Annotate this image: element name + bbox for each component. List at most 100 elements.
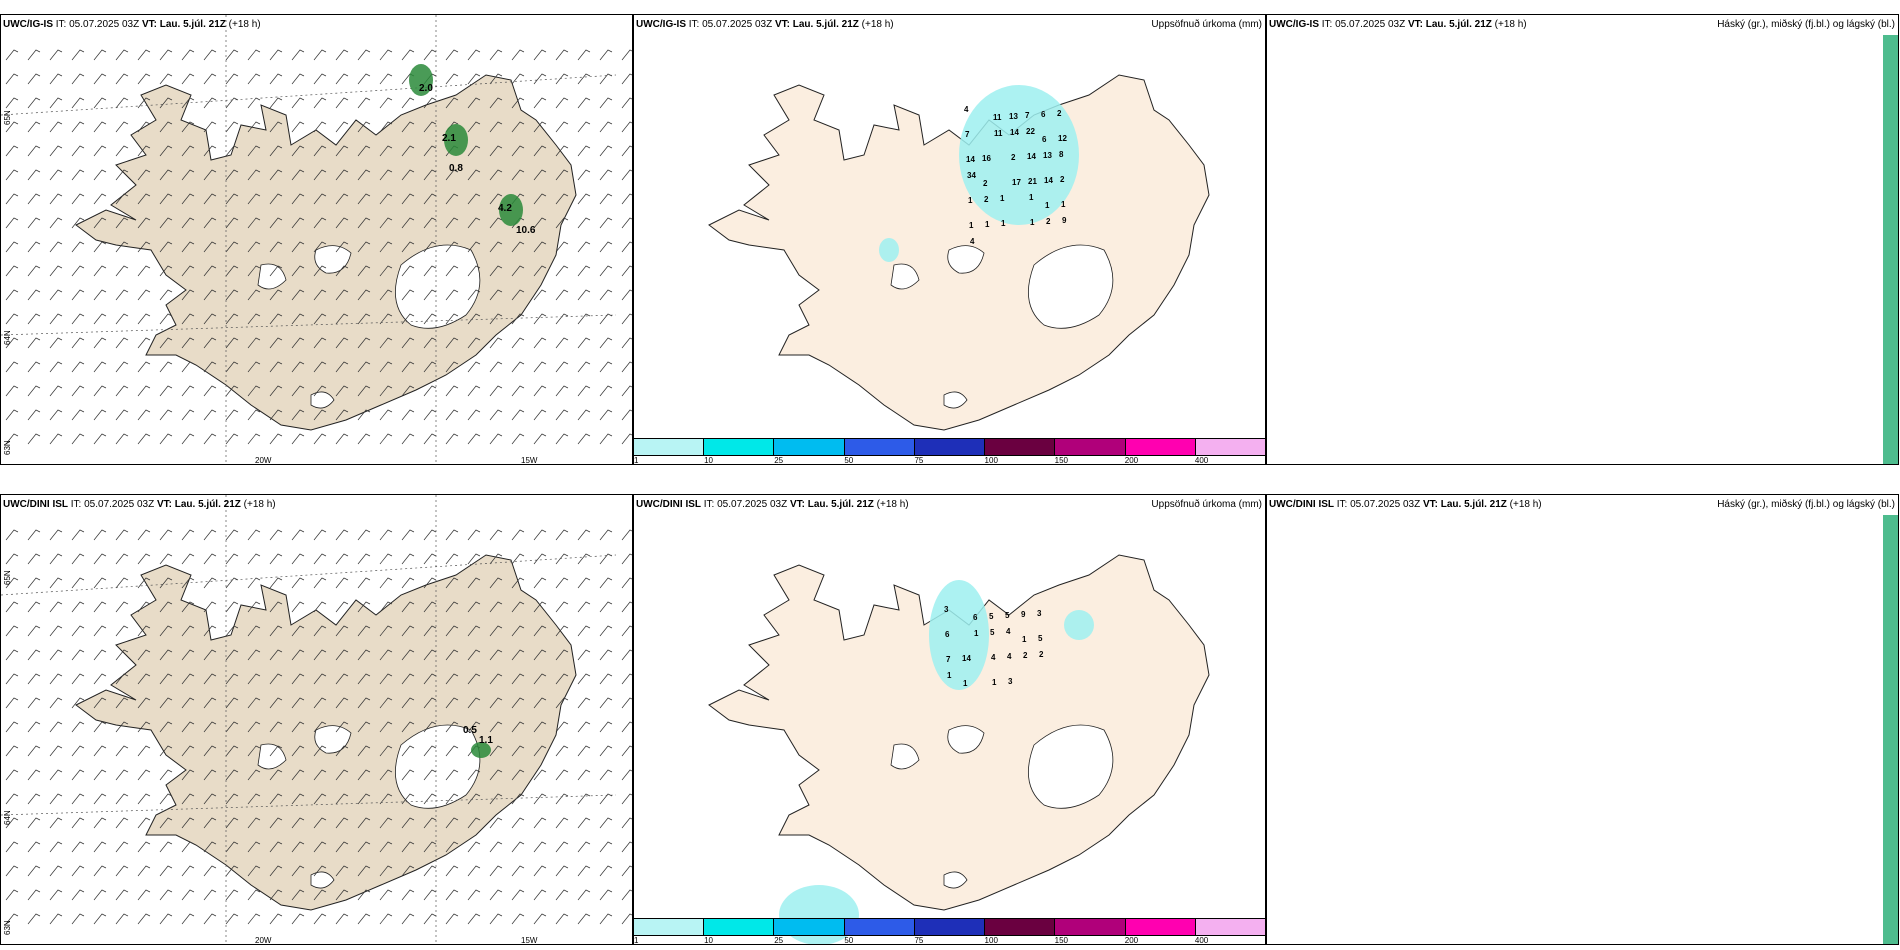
wind-barb [577,817,591,829]
wind-barb [247,241,261,253]
wind-barb [599,433,613,445]
wind-barb [93,529,107,541]
wind-barb [599,169,613,181]
wind-barb [313,841,327,853]
wind-barb [467,793,481,805]
wind-barb [467,241,481,253]
wind-barb [247,745,261,757]
wind-barb [225,793,239,805]
wind-barb [467,217,481,229]
precip-value-label: 1 [1000,194,1005,203]
wind-barb [577,697,591,709]
wind-barb [5,553,19,565]
wind-barb [203,721,217,733]
wind-barb [577,769,591,781]
wind-barb [621,289,632,301]
wind-barb [291,721,305,733]
wind-barb [467,697,481,709]
wind-barb [137,49,151,61]
wind-barb [379,625,393,637]
colorbar-swatch [985,919,1056,935]
colorbar-tick: 100 [984,936,998,945]
wind-barb [379,97,393,109]
colorbar-swatch [914,439,986,455]
wind-barb [5,313,19,325]
cloud-map [1267,495,1898,944]
colorbar-swatch [1055,439,1126,455]
wind-barb [27,97,41,109]
wind-barb [621,433,632,445]
wind-barb [313,361,327,373]
icecap [947,725,985,754]
wind-barb [489,817,503,829]
wind-barb [115,97,129,109]
wind-barb [115,361,129,373]
precip-value-label: 4 [1007,652,1012,661]
precip-value-label: 2 [1060,175,1065,184]
wind-barb [511,169,525,181]
wind-barb [269,529,283,541]
wind-barb [247,409,261,421]
wind-barb [379,841,393,853]
wind-barb [159,361,173,373]
wind-barb [49,793,63,805]
wind-barb [423,697,437,709]
wind-barb [203,553,217,565]
wind-barb [137,697,151,709]
wind-barb [5,601,19,613]
precip-value-label: 6 [945,630,950,639]
wind-barb [181,625,195,637]
wind-barb [291,145,305,157]
wind-barb [181,601,195,613]
wind-barb [599,217,613,229]
wind-barb [357,649,371,661]
wind-barb [577,433,591,445]
wind-barb [203,889,217,901]
wind-barb [225,745,239,757]
wind-barb [115,121,129,133]
wind-barb [49,745,63,757]
wind-barb [445,673,459,685]
wind-barb [401,241,415,253]
wind-barb [379,265,393,277]
wind-barb [269,385,283,397]
wind-barb [203,121,217,133]
wind-barb [49,841,63,853]
wind-barb [27,793,41,805]
wind-barb [181,745,195,757]
panel-header: UWC/IG-IS IT: 05.07.2025 03Z VT: Lau. 5.… [3,19,261,30]
wind-barb [137,97,151,109]
wind-barb [511,745,525,757]
wind-barb [511,697,525,709]
lon-label-20w: 20W [255,936,272,945]
wind-barb [467,145,481,157]
lat-label-64n: 64N [3,810,12,825]
wind-barb [159,337,173,349]
wind-barb [445,241,459,253]
wind-barb [379,529,393,541]
colorbar-swatch [774,919,845,935]
wind-barb [467,601,481,613]
wind-barb [115,889,129,901]
wind-barb [269,265,283,277]
wind-barb [335,577,349,589]
wind-barb [489,769,503,781]
wind-barb [401,793,415,805]
wind-barb [291,97,305,109]
wind-barb [71,121,85,133]
wind-barb [335,625,349,637]
wind-barb [137,793,151,805]
wind-barb [357,841,371,853]
wind-barb [225,649,239,661]
wind-barb [27,649,41,661]
wind-barb [555,361,569,373]
wind-barb [269,193,283,205]
wind-barb [137,889,151,901]
colorbar-swatch [844,919,915,935]
wind-barb [445,769,459,781]
wind-barb [203,385,217,397]
wind-barb [137,553,151,565]
wind-barb [357,577,371,589]
wind-barb [599,193,613,205]
wind-barb [489,385,503,397]
